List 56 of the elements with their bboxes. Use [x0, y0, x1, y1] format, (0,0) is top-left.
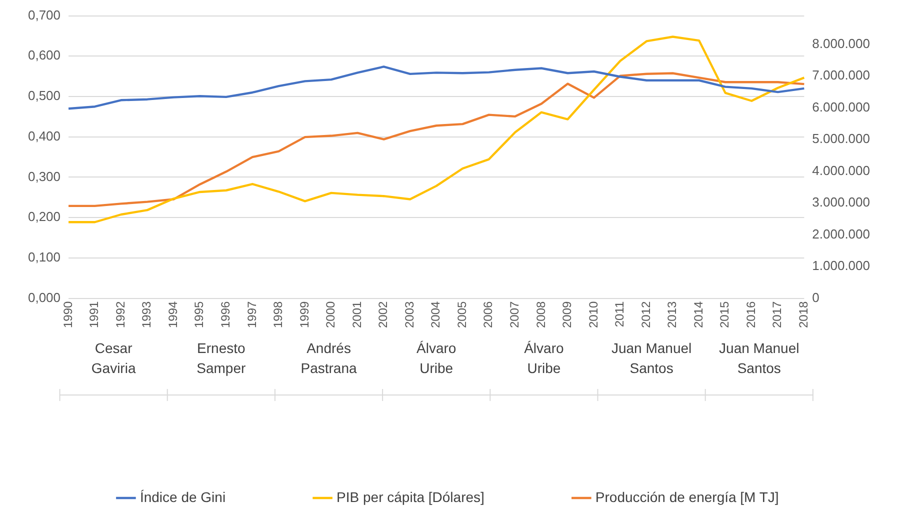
x-tick-label: 2015	[718, 300, 732, 328]
legend-label: Producción de energía [M TJ]	[595, 488, 779, 505]
x-tick-label: 1994	[166, 300, 180, 328]
x-tick-label: 2013	[665, 300, 680, 328]
text: Andrés Pastrana	[300, 340, 357, 376]
text: Álvaro Uribe	[524, 340, 564, 376]
x-tick-label: 2000	[324, 300, 338, 328]
x-tick-label: 2004	[428, 300, 443, 328]
text: Juan Manuel Santos	[719, 340, 800, 376]
x-tick-label: 2005	[454, 300, 469, 328]
x-tick-label: 2011	[612, 300, 627, 328]
y2-tick-label: 5.000.000	[812, 131, 870, 146]
legend-label: Índice de Gini	[140, 488, 226, 505]
y-tick-label: 0,300	[28, 168, 61, 184]
x-tick-label: 1991	[87, 300, 102, 328]
x-tick-label: 2016	[744, 300, 758, 328]
y2-tick-label: 4.000.000	[812, 162, 870, 178]
y-tick-label: 0,700	[28, 7, 61, 22]
y2-tick-label: 8.000.000	[812, 36, 870, 51]
text: Cesar Gaviria	[91, 340, 136, 376]
x-tick-label: 2008	[534, 300, 548, 328]
x-tick-label: 1997	[244, 300, 259, 328]
x-tick-label: 1998	[271, 300, 286, 328]
x-tick-label: 1995	[192, 300, 206, 328]
x-tick-label: 1996	[218, 300, 232, 328]
x-tick-label: 1992	[113, 300, 128, 328]
y2-tick-label: 6.000.000	[812, 99, 870, 114]
x-tick-label: 2001	[350, 300, 364, 328]
y-tick-label: 0,200	[28, 209, 61, 224]
x-tick-label: 2007	[507, 300, 522, 328]
y-tick-label: 0,000	[28, 290, 61, 305]
legend-label: PIB per cápita [Dólares]	[336, 488, 484, 505]
x-tick-label: 2014	[691, 300, 706, 328]
x-tick-label: 1993	[140, 300, 154, 328]
x-tick-label: 1990	[60, 300, 75, 328]
x-tick-label: 1999	[297, 300, 312, 328]
y2-tick-label: 1.000.000	[812, 258, 870, 274]
x-tick-label: 2018	[796, 300, 810, 328]
x-tick-label: 2017	[770, 300, 784, 328]
y-tick-label: 0,100	[28, 250, 61, 265]
text: Juan Manuel Santos	[611, 340, 692, 376]
y2-tick-label: 7.000.000	[812, 68, 870, 83]
y2-tick-label: 3.000.000	[812, 194, 870, 210]
text: Ernesto Samper	[196, 340, 246, 376]
y2-tick-label: 2.000.000	[812, 226, 870, 242]
y-tick-label: 0,500	[28, 88, 61, 104]
x-tick-label: 2002	[376, 300, 390, 328]
text: Álvaro Uribe	[416, 340, 456, 376]
x-tick-label: 2003	[402, 300, 416, 328]
y2-tick-label: 0	[812, 290, 820, 305]
x-tick-label: 2010	[586, 300, 600, 328]
x-tick-label: 2012	[638, 300, 653, 328]
x-tick-label: 2006	[481, 300, 496, 328]
y-tick-label: 0,600	[28, 48, 61, 63]
x-tick-label: 2009	[560, 300, 574, 328]
y-tick-label: 0,400	[28, 128, 61, 144]
